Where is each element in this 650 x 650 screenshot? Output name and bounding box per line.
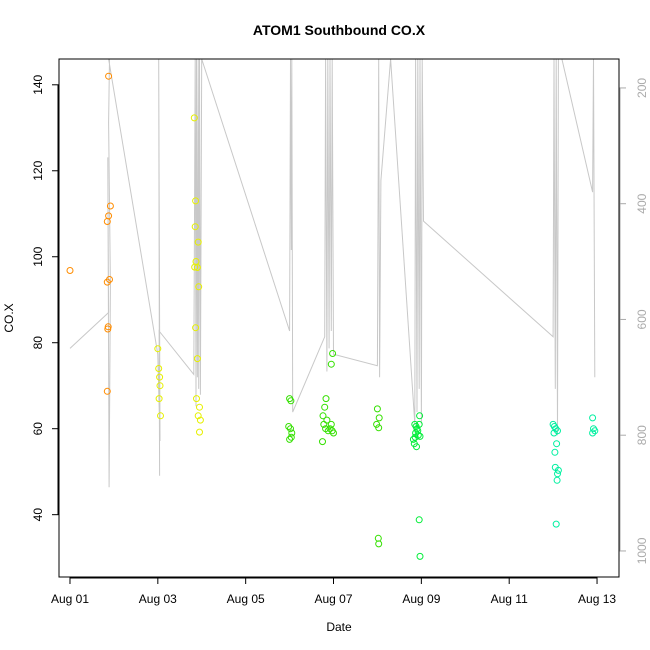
data-point	[327, 420, 335, 428]
data-point	[286, 435, 294, 443]
data-point	[409, 435, 417, 443]
data-point	[416, 552, 424, 560]
x-tick-label: Aug 13	[578, 592, 616, 606]
y-tick-label: 60	[31, 422, 45, 436]
data-point	[329, 350, 337, 357]
y-tick-label: 40	[31, 508, 45, 522]
data-point	[155, 395, 163, 403]
data-point	[321, 403, 329, 411]
data-point	[105, 72, 113, 80]
data-point	[553, 440, 561, 448]
data-point	[106, 202, 114, 210]
data-point	[319, 438, 326, 446]
data-point	[195, 283, 203, 291]
data-point	[375, 540, 383, 548]
data-point	[193, 395, 200, 403]
data-point	[552, 425, 560, 433]
data-point	[416, 412, 424, 420]
data-point	[330, 429, 337, 437]
x-tick-label: Aug 07	[314, 592, 352, 606]
data-point	[553, 476, 561, 484]
x-tick-label: Aug 01	[51, 592, 89, 606]
data-point	[190, 114, 198, 122]
x-tick-label: Aug 03	[139, 592, 177, 606]
right-tick-label: 600	[635, 309, 649, 329]
data-point	[373, 405, 381, 413]
data-point	[193, 355, 201, 363]
data-point	[589, 414, 597, 422]
data-point	[191, 223, 199, 231]
data-point	[193, 264, 201, 271]
points-layer	[66, 72, 599, 560]
y-axis-title: CO.X	[2, 303, 16, 332]
data-point	[196, 428, 203, 436]
data-point	[554, 470, 561, 478]
right-tick-label: 200	[635, 78, 649, 98]
data-point	[287, 425, 294, 433]
data-point	[554, 466, 562, 474]
data-point	[373, 420, 381, 428]
y-tick-label: 80	[31, 336, 45, 350]
data-point	[285, 423, 293, 430]
y-tick-label: 140	[31, 74, 45, 94]
gray-series-line	[69, 58, 596, 488]
x-axis-title: Date	[326, 620, 352, 634]
data-point	[415, 420, 423, 428]
data-point	[327, 360, 335, 368]
data-point	[415, 516, 423, 524]
x-tick-label: Aug 09	[402, 592, 440, 606]
data-point	[320, 420, 328, 428]
data-point	[322, 395, 330, 403]
data-point	[554, 427, 561, 435]
data-point	[374, 534, 382, 542]
data-point	[103, 387, 111, 395]
data-point	[157, 412, 164, 420]
data-point	[416, 432, 424, 440]
data-point	[411, 433, 419, 441]
right-tick-label: 400	[635, 193, 649, 213]
x-tick-label: Aug 05	[227, 592, 265, 606]
data-point	[104, 325, 112, 333]
data-point	[591, 427, 599, 435]
data-point	[552, 520, 560, 528]
data-point	[375, 424, 383, 432]
data-point	[194, 238, 202, 246]
data-point	[196, 403, 203, 411]
gray-line-layer	[69, 58, 596, 488]
data-point	[192, 324, 200, 332]
data-point	[192, 197, 200, 205]
axes-layer: Aug 01 Aug 03 Aug 05 Aug 07 Aug 09 Aug 11 Aug …	[31, 74, 649, 606]
chart-title: ATOM1 Southbound CO.X	[253, 22, 426, 38]
right-tick-label: 800	[635, 425, 649, 445]
data-point	[319, 412, 327, 420]
data-point	[191, 263, 199, 271]
data-point	[66, 267, 74, 274]
data-point	[550, 429, 558, 437]
right-tick-label: 1000	[635, 537, 649, 564]
y-tick-label: 100	[31, 246, 45, 266]
data-point	[156, 382, 164, 390]
data-point	[194, 412, 202, 420]
data-point	[375, 414, 383, 422]
data-point	[551, 448, 559, 456]
data-point	[589, 429, 597, 437]
y-tick-label: 120	[31, 160, 45, 180]
data-point	[287, 433, 295, 441]
data-point	[287, 397, 295, 405]
data-point	[288, 429, 296, 437]
data-point	[103, 278, 111, 286]
plot-frame	[58, 58, 620, 578]
data-point	[156, 373, 164, 381]
data-point	[196, 416, 204, 424]
data-point	[103, 218, 111, 225]
data-point	[326, 425, 334, 433]
data-point	[154, 345, 162, 353]
x-tick-label: Aug 11	[491, 592, 528, 606]
data-point	[155, 365, 163, 372]
data-point	[413, 443, 420, 451]
